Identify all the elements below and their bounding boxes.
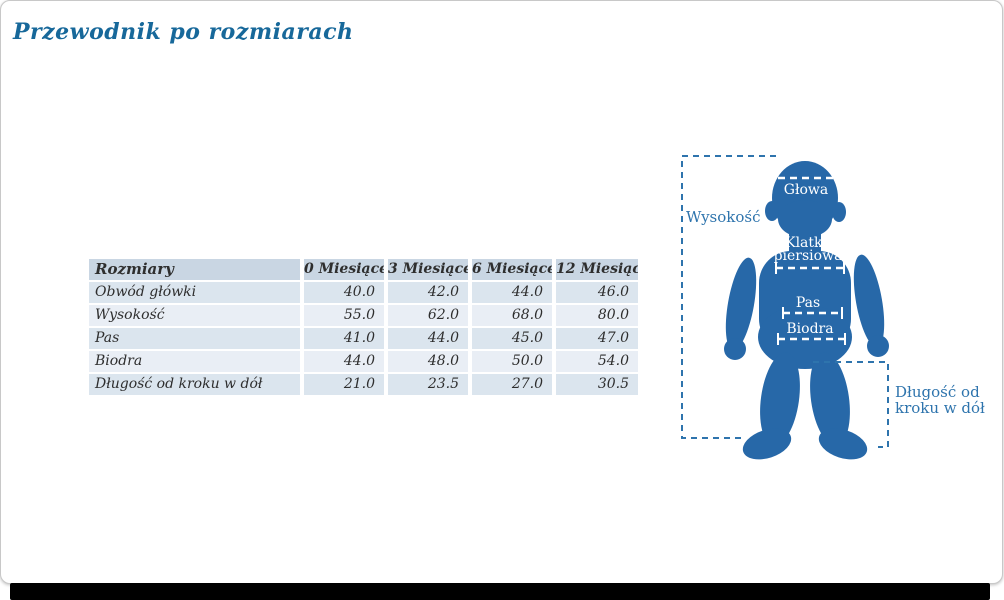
waist-label: Pas bbox=[795, 295, 821, 311]
page-title: Przewodnik po rozmiarach bbox=[13, 19, 354, 45]
body-measure-lines bbox=[776, 176, 845, 341]
table-cell: 80.0 bbox=[556, 305, 638, 326]
head-label: Głowa bbox=[783, 182, 829, 198]
table-cell: 44.0 bbox=[304, 351, 384, 372]
table-cell: 46.0 bbox=[556, 282, 638, 303]
table-cell: 27.0 bbox=[472, 374, 552, 395]
table-header-cell: 6 Miesiące bbox=[472, 259, 552, 280]
height-label: Wysokość bbox=[686, 208, 761, 226]
table-cell: 21.0 bbox=[304, 374, 384, 395]
table-cell: 68.0 bbox=[472, 305, 552, 326]
measure-end-ticks bbox=[775, 262, 846, 345]
page-card: Przewodnik po rozmiarach Rozmiary 0 Mies… bbox=[0, 0, 1003, 584]
table-cell: 54.0 bbox=[556, 351, 638, 372]
table-cell: 55.0 bbox=[304, 305, 384, 326]
bottom-bar bbox=[10, 583, 990, 600]
table-header-cell: 3 Miesiące bbox=[388, 259, 468, 280]
table-cell: Pas bbox=[89, 328, 300, 349]
table-cell: 50.0 bbox=[472, 351, 552, 372]
table-header-cell: Rozmiary bbox=[89, 259, 300, 280]
inseam-bracket bbox=[813, 361, 889, 448]
table-cell: Wysokość bbox=[89, 305, 300, 326]
table-cell: 47.0 bbox=[556, 328, 638, 349]
table-cell: 30.5 bbox=[556, 374, 638, 395]
size-table: Rozmiary 0 Miesiące 3 Miesiące 6 Miesiąc… bbox=[89, 259, 638, 395]
measure-brackets bbox=[681, 155, 889, 448]
hips-label: Biodra bbox=[786, 321, 834, 337]
baby-silhouette-icon bbox=[681, 155, 889, 460]
table-cell: 41.0 bbox=[304, 328, 384, 349]
table-cell: Biodra bbox=[89, 351, 300, 372]
table-cell: Długość od kroku w dół bbox=[89, 374, 300, 395]
table-header-cell: 0 Miesiące bbox=[304, 259, 384, 280]
table-cell: 48.0 bbox=[388, 351, 468, 372]
table-cell: 42.0 bbox=[388, 282, 468, 303]
table-cell: Obwód główki bbox=[89, 282, 300, 303]
table-cell: 44.0 bbox=[472, 282, 552, 303]
chest-label: Klatka piersiowa bbox=[773, 235, 843, 264]
baby-measurement-diagram: Głowa Klatka piersiowa Pas Biodra Wysoko… bbox=[677, 141, 987, 473]
table-cell: 23.5 bbox=[388, 374, 468, 395]
height-bracket bbox=[681, 155, 776, 439]
table-header-cell: 12 Miesiące bbox=[556, 259, 638, 280]
table-cell: 44.0 bbox=[388, 328, 468, 349]
table-cell: 62.0 bbox=[388, 305, 468, 326]
inseam-label: Długość od kroku w dół bbox=[895, 383, 985, 417]
table-cell: 45.0 bbox=[472, 328, 552, 349]
baby-body bbox=[724, 161, 889, 460]
table-cell: 40.0 bbox=[304, 282, 384, 303]
